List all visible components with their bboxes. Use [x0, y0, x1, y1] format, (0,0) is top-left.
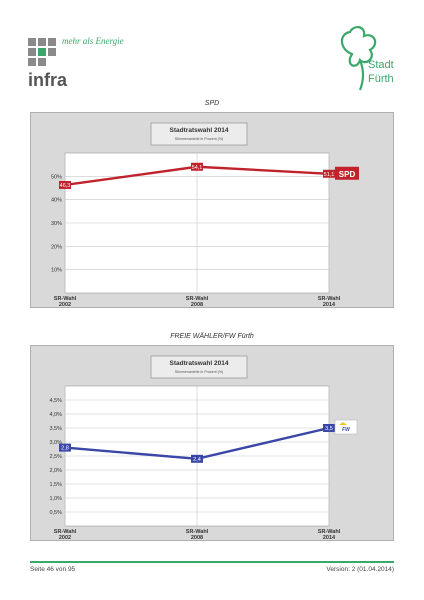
data-label-box — [191, 162, 203, 171]
data-label: 3,5 — [325, 426, 333, 432]
x-tick-label: SR-Wahl — [318, 529, 341, 535]
legend-spd-badge — [335, 166, 359, 180]
city-line2: Fürth — [368, 73, 394, 85]
y-tick-label: 10% — [51, 268, 62, 274]
x-tick-label: 2014 — [323, 302, 336, 308]
data-label-box — [191, 454, 203, 463]
data-label-box — [323, 424, 335, 432]
chart-box — [150, 122, 248, 146]
data-label: 51,1 — [324, 172, 335, 178]
infra-logo: mehr als Energie infra — [28, 36, 124, 90]
chart-box — [150, 355, 248, 379]
x-tick-label: 2014 — [323, 535, 336, 541]
legend-spd-label: SPD — [339, 170, 356, 179]
y-tick-label: 4,0% — [49, 412, 62, 418]
y-tick-label: 2,5% — [49, 454, 62, 460]
y-tick-label: 4,5% — [49, 398, 62, 404]
data-label: 54,1 — [192, 165, 203, 171]
chart-box-title: Stadtratswahl 2014 — [170, 127, 229, 134]
x-tick-label: SR-Wahl — [54, 529, 77, 535]
footer-version: Version: 2 (01.04.2014) — [326, 566, 394, 573]
chart-box-title: Stadtratswahl 2014 — [170, 360, 229, 367]
infra-slogan: mehr als Energie — [62, 36, 124, 46]
y-tick-label: 3,0% — [49, 440, 62, 446]
x-tick-label: 2002 — [59, 535, 71, 541]
y-tick-label: 20% — [51, 244, 62, 250]
data-label-box — [323, 169, 335, 178]
chart-box-subtitle: Stimmenanteile in Prozent (%) — [175, 137, 224, 141]
y-tick-label: 50% — [51, 174, 62, 180]
chart-panel-fw: Stadtratswahl 2014 Stimmenanteile in Proz… — [30, 345, 394, 541]
data-label: 2,8 — [61, 446, 69, 452]
chart-title-fw: FREIE WÄHLER/FW Fürth — [170, 333, 254, 340]
y-tick-label: 1,5% — [49, 482, 62, 488]
data-label: 46,3 — [60, 183, 71, 189]
stadt-fuerth-logo: Stadt Fürth — [340, 26, 394, 91]
x-tick-label: SR-Wahl — [54, 296, 77, 302]
y-tick-label: 40% — [51, 198, 62, 204]
legend-fw-label: FW — [342, 427, 351, 433]
line-chart-fw: Stadtratswahl 2014 Stimmenanteile in Proz… — [49, 355, 358, 541]
chart-title-spd: SPD — [204, 100, 220, 107]
chart-panel-spd: Stadtratswahl 2014 Stimmenanteile in Proz… — [30, 112, 394, 308]
footer-page-number: Seite 46 von 95 — [30, 566, 76, 573]
data-label-box — [59, 443, 71, 452]
y-tick-label: 1,0% — [49, 496, 62, 502]
y-tick-label: 0,5% — [49, 510, 62, 516]
data-label: 2,4 — [193, 457, 201, 463]
x-tick-label: SR-Wahl — [186, 296, 209, 302]
x-tick-label: SR-Wahl — [318, 296, 341, 302]
x-tick-label: 2008 — [191, 302, 203, 308]
y-tick-label: 30% — [51, 221, 62, 227]
chart-box-subtitle: Stimmenanteile in Prozent (%) — [175, 370, 224, 374]
line-chart-spd: Stadtratswahl 2014 Stimmenanteile in Proz… — [51, 122, 359, 308]
x-tick-label: 2008 — [191, 535, 203, 541]
y-tick-label: 2,0% — [49, 468, 62, 474]
city-line1: Stadt — [368, 59, 394, 71]
x-tick-label: SR-Wahl — [186, 529, 209, 535]
infra-wordmark: infra — [28, 70, 68, 90]
legend-fw-mark — [339, 422, 347, 425]
x-tick-label: 2002 — [59, 302, 71, 308]
data-label-box — [59, 180, 71, 189]
y-tick-label: 3,5% — [49, 426, 62, 432]
legend-fw-badge — [334, 419, 358, 435]
footer-divider — [30, 561, 394, 563]
